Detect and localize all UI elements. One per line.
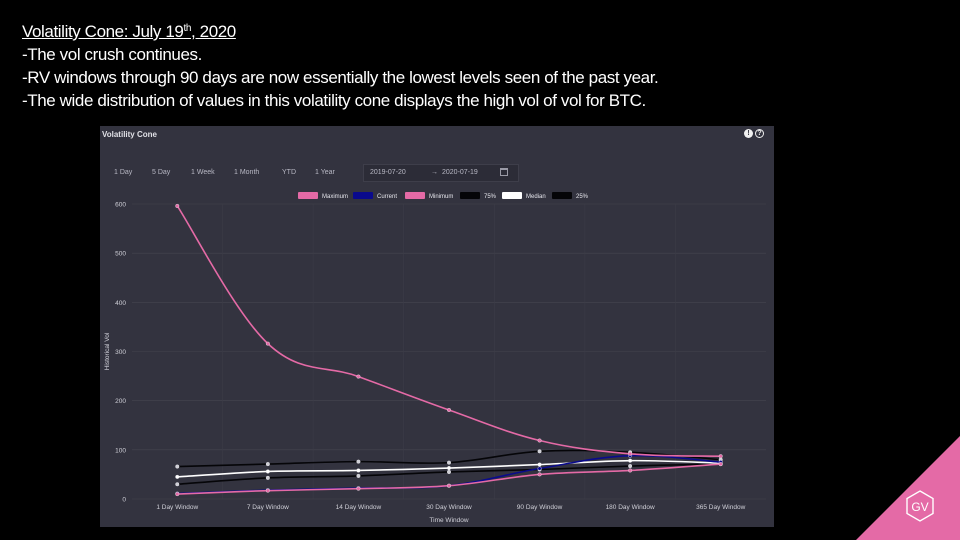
range-buttons: 1 Day 5 Day 1 Week 1 Month YTD 1 Year [114,169,355,176]
x-tick-label: 1 Day Window [156,504,198,511]
legend-item[interactable]: Maximum [298,192,348,200]
range-button-ytd[interactable]: YTD [282,169,296,176]
x-tick-label: 14 Day Window [336,504,382,511]
range-button-1-month[interactable]: 1 Month [234,169,260,176]
legend-swatch [460,192,480,199]
legend-item[interactable]: Current [353,192,397,200]
bullet-1: -The vol crush continues. [22,45,202,64]
data-point-25-pct [175,482,180,487]
data-point-maximum [718,454,723,459]
data-point-maximum [447,408,452,413]
slide-text-block: Volatility Cone: July 19th, 2020 -The vo… [22,20,942,112]
y-tick-label: 300 [115,349,126,356]
panel-title: Volatility Cone [102,130,157,139]
x-tick-label: 180 Day Window [606,504,655,511]
data-point-minimum [175,492,180,497]
logo-text: GV [911,500,928,514]
date-separator: → [431,169,438,176]
legend-label: Median [526,194,546,200]
data-point-median [356,468,361,473]
data-point-current [537,466,542,471]
date-range-picker[interactable]: 2019-07-20 → 2020-07-19 [363,164,519,182]
range-button-5-day[interactable]: 5 Day [152,169,171,176]
legend-label: Current [377,194,397,200]
range-button-1-day[interactable]: 1 Day [114,169,133,176]
data-point-maximum [265,341,270,346]
legend-swatch [502,192,522,199]
x-tick-label: 90 Day Window [517,504,563,511]
data-point-minimum [628,468,633,473]
series-line-maximum [176,205,721,458]
y-axis-title: Historical Vol [104,332,111,370]
data-point-75-pct [537,449,542,454]
legend-label: 25% [576,194,589,200]
date-to-input[interactable]: 2020-07-19 [442,169,478,176]
data-point-minimum [265,488,270,493]
x-axis-title: Time Window [429,517,468,524]
data-point-25-pct [356,473,361,478]
range-button-1-year[interactable]: 1 Year [315,169,335,176]
legend-swatch [552,192,572,199]
x-tick-label: 30 Day Window [426,504,472,511]
bullet-3: -The wide distribution of values in this… [22,91,646,110]
help-icon[interactable]: ? [755,129,764,138]
data-point-25-pct [447,469,452,474]
date-from-input[interactable]: 2019-07-20 [370,169,406,176]
data-point-median [265,469,270,474]
data-point-minimum [447,483,452,488]
slide-title: Volatility Cone: July 19th, 2020 [22,22,236,41]
data-point-median [447,466,452,471]
x-tick-label: 7 Day Window [247,504,289,511]
data-point-minimum [718,462,723,467]
y-tick-label: 600 [115,202,126,209]
info-icon[interactable]: ! [744,129,753,138]
y-tick-label: 100 [115,447,126,454]
legend-swatch [353,192,373,199]
data-point-maximum [628,451,633,456]
data-point-25-pct [265,475,270,480]
volatility-cone-chart: Maximum Current Minimum 75% Median 25% 0 100 20… [104,192,766,524]
y-tick-label: 0 [122,497,126,504]
legend-swatch [298,192,318,199]
data-point-median [537,462,542,467]
legend-swatch [405,192,425,199]
data-point-75-pct [175,464,180,469]
legend-item[interactable]: 25% [552,192,589,200]
y-tick-label: 200 [115,398,126,405]
legend-item[interactable]: 75% [460,192,497,200]
data-point-maximum [175,203,180,208]
legend-label: Maximum [322,194,348,200]
data-point-median [628,458,633,463]
data-point-median [175,474,180,479]
legend-label: 75% [484,194,497,200]
legend-label: Minimum [429,194,453,200]
y-tick-label: 400 [115,300,126,307]
panel-icons: ! ? [744,129,764,138]
data-point-75-pct [447,460,452,465]
data-point-maximum [356,374,361,379]
x-tick-label: 365 Day Window [696,504,745,511]
legend-item[interactable]: Minimum [405,192,453,200]
calendar-icon[interactable] [500,168,508,176]
bullet-2: -RV windows through 90 days are now esse… [22,68,659,87]
data-point-75-pct [265,462,270,467]
legend-item[interactable]: Median [502,192,546,200]
data-point-25-pct [628,464,633,469]
data-point-maximum [537,438,542,443]
data-point-minimum [356,486,361,491]
y-tick-label: 500 [115,251,126,258]
data-point-75-pct [356,459,361,464]
volatility-cone-panel: Volatility Cone ! ? 1 Day 5 Day 1 Week 1… [100,126,774,527]
range-button-1-week[interactable]: 1 Week [191,169,215,176]
data-point-minimum [537,472,542,477]
